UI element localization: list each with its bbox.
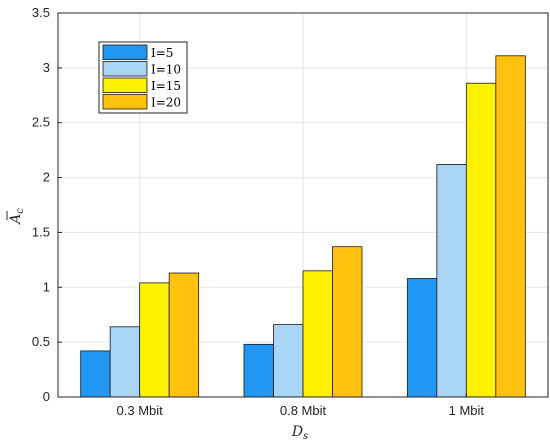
- y-axis-title: Ac: [8, 208, 26, 226]
- y-axis-title-sub: c: [15, 208, 26, 214]
- y-tick-label: 1: [43, 279, 50, 294]
- bar: [436, 164, 467, 398]
- legend-label: I=20: [151, 96, 181, 110]
- x-tick-label: 0.3 Mbit: [117, 403, 164, 418]
- x-axis-title: Ds: [291, 424, 308, 442]
- bar: [139, 282, 170, 398]
- bar: [302, 270, 333, 398]
- tick-labels: 0 0.5 1 1.5 2 2.5 3 3.5 0.3 Mbit 0.8 Mbit 1 Mbit: [32, 5, 484, 418]
- y-axis-title-group: Ac: [6, 208, 26, 226]
- axes: [57, 12, 549, 398]
- bar: [465, 82, 497, 398]
- y-tick-label: 0.5: [32, 334, 50, 349]
- bars: [80, 55, 526, 398]
- legend-label: I=10: [151, 63, 181, 77]
- y-tick-label: 3: [43, 60, 50, 75]
- bar: [243, 343, 274, 398]
- y-tick-label: 2.5: [32, 115, 50, 130]
- legend: I=5 I=10 I=15 I=20: [98, 41, 188, 114]
- legend-label: I=15: [151, 79, 181, 93]
- x-axis-title-sub: s: [303, 431, 308, 442]
- x-tick-label: 1 Mbit: [449, 403, 485, 418]
- legend-label: I=5: [151, 46, 173, 60]
- bar: [168, 272, 200, 398]
- bar: [109, 326, 141, 398]
- y-tick-label: 0: [43, 389, 50, 404]
- y-tick-label: 1.5: [32, 224, 50, 239]
- bar: [273, 324, 304, 398]
- x-axis-title-main: D: [291, 424, 303, 440]
- bar: [332, 246, 363, 398]
- legend-swatch: [102, 61, 148, 77]
- legend-swatch: [102, 44, 148, 60]
- bar: [406, 278, 438, 398]
- bar: [80, 350, 111, 398]
- plot-frame: [57, 12, 549, 398]
- x-tick-label: 0.8 Mbit: [280, 403, 327, 418]
- y-tick-label: 3.5: [32, 5, 50, 20]
- legend-swatch: [102, 77, 148, 93]
- y-axis-title-main: A: [8, 214, 24, 226]
- legend-swatch: [102, 94, 148, 110]
- y-tick-label: 2: [43, 170, 50, 185]
- bar: [495, 55, 526, 398]
